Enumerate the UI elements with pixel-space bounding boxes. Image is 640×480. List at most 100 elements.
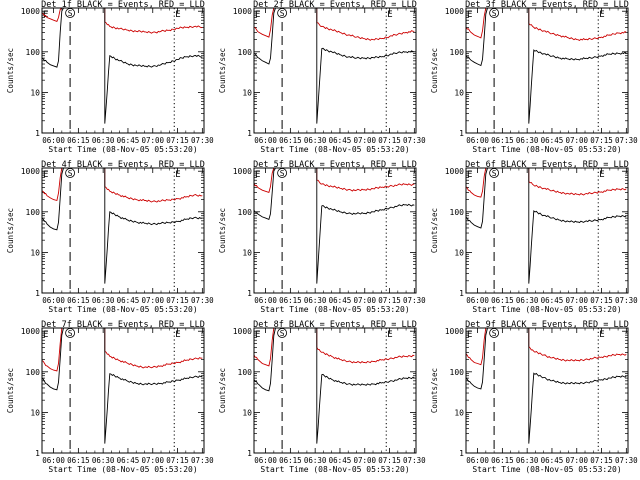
y-tick-label: 100 xyxy=(238,368,253,377)
series-events xyxy=(41,7,203,124)
y-axis-label: Counts/sec xyxy=(218,208,227,253)
x-tick-label: 06:30 xyxy=(516,296,539,305)
x-tick-label: 07:15 xyxy=(590,296,613,305)
e-marker-label: E xyxy=(599,170,604,180)
y-tick-label: 10 xyxy=(242,408,252,417)
e-marker-label: E xyxy=(175,10,180,20)
x-tick-label: 06:45 xyxy=(117,136,140,145)
s-marker-label: S xyxy=(68,329,73,338)
x-tick-label: 06:00 xyxy=(42,296,65,305)
y-tick-label: 10 xyxy=(454,88,464,97)
x-axis-label: Start Time (08-Nov-05 05:53:20) xyxy=(472,465,621,474)
x-tick-label: 06:30 xyxy=(304,296,327,305)
y-tick-label: 100 xyxy=(26,368,41,377)
x-tick-label: 07:30 xyxy=(403,456,426,465)
s-marker-label: S xyxy=(492,329,497,338)
panel-title: Det 5f BLACK = Events, RED = LLD xyxy=(253,160,417,170)
series-events xyxy=(465,327,627,444)
y-axis-label: Counts/sec xyxy=(218,48,227,93)
x-tick-label: 06:15 xyxy=(491,136,514,145)
x-axis-label: Start Time (08-Nov-05 05:53:20) xyxy=(48,305,197,314)
y-tick-label: 10 xyxy=(242,248,252,257)
panel-9: 1 10 100 1000 06:00 06:15 06:30 06:45 07:00 07:15… xyxy=(430,320,638,474)
y-tick-label: 1000 xyxy=(21,327,40,336)
y-tick-label: 100 xyxy=(26,208,41,217)
y-axis-label: Counts/sec xyxy=(218,368,227,413)
x-tick-label: 06:45 xyxy=(541,456,564,465)
x-tick-label: 06:00 xyxy=(254,296,277,305)
x-tick-label: 07:00 xyxy=(141,296,164,305)
series-events xyxy=(41,167,203,284)
panel-7: 1 10 100 1000 06:00 06:15 06:30 06:45 07:00 07:15… xyxy=(6,320,214,474)
e-marker-label: E xyxy=(467,330,472,340)
x-axis-label: Start Time (08-Nov-05 05:53:20) xyxy=(48,145,197,154)
series-events xyxy=(41,327,203,444)
e-marker-label: E xyxy=(387,10,392,20)
x-tick-label: 06:15 xyxy=(279,136,302,145)
x-tick-label: 06:45 xyxy=(329,136,352,145)
series-events xyxy=(465,167,627,284)
panel-title: Det 3f BLACK = Events, RED = LLD xyxy=(465,0,629,10)
x-tick-label: 07:00 xyxy=(565,136,588,145)
panel-4: 1 10 100 1000 06:00 06:15 06:30 06:45 07:00 07:15… xyxy=(6,160,214,314)
x-tick-label: 06:30 xyxy=(92,136,115,145)
y-tick-label: 100 xyxy=(238,208,253,217)
y-tick-label: 100 xyxy=(238,48,253,57)
series-line xyxy=(465,167,627,284)
series-line xyxy=(41,167,203,284)
y-tick-label: 1000 xyxy=(21,7,40,16)
series-line xyxy=(465,327,627,444)
y-tick-label: 100 xyxy=(450,48,465,57)
plot-frame xyxy=(41,7,205,134)
x-tick-label: 07:15 xyxy=(378,136,401,145)
panel-title: Det 2f BLACK = Events, RED = LLD xyxy=(253,0,417,10)
x-tick-label: 06:45 xyxy=(329,296,352,305)
panel-8: 1 10 100 1000 06:00 06:15 06:30 06:45 07:00 07:15… xyxy=(218,320,426,474)
y-tick-label: 1 xyxy=(247,289,252,298)
x-axis-label: Start Time (08-Nov-05 05:53:20) xyxy=(260,145,409,154)
x-tick-label: 06:30 xyxy=(304,136,327,145)
y-tick-label: 10 xyxy=(30,88,40,97)
x-axis-label: Start Time (08-Nov-05 05:53:20) xyxy=(260,465,409,474)
x-tick-label: 07:00 xyxy=(141,456,164,465)
x-tick-label: 07:15 xyxy=(378,456,401,465)
series-events xyxy=(465,7,627,124)
y-tick-label: 1000 xyxy=(233,167,252,176)
plot-frame xyxy=(253,7,417,134)
x-tick-label: 06:00 xyxy=(42,456,65,465)
series-line xyxy=(253,7,415,124)
x-tick-label: 06:00 xyxy=(466,136,489,145)
y-tick-label: 10 xyxy=(454,248,464,257)
y-tick-label: 1 xyxy=(247,129,252,138)
plot-frame xyxy=(465,327,629,454)
x-tick-label: 07:30 xyxy=(403,296,426,305)
y-tick-label: 100 xyxy=(26,48,41,57)
y-tick-label: 100 xyxy=(450,208,465,217)
y-tick-label: 1 xyxy=(459,129,464,138)
panel-title: Det 6f BLACK = Events, RED = LLD xyxy=(465,160,629,170)
s-marker-label: S xyxy=(68,169,73,178)
y-tick-label: 1000 xyxy=(233,327,252,336)
y-tick-label: 10 xyxy=(242,88,252,97)
x-tick-label: 07:00 xyxy=(565,296,588,305)
y-tick-label: 10 xyxy=(454,408,464,417)
x-tick-label: 07:15 xyxy=(166,456,189,465)
x-tick-label: 06:45 xyxy=(541,296,564,305)
e-marker-label: E xyxy=(255,170,260,180)
x-tick-label: 07:00 xyxy=(565,456,588,465)
y-tick-label: 1000 xyxy=(21,167,40,176)
x-tick-label: 07:30 xyxy=(615,296,638,305)
e-marker-label: E xyxy=(255,10,260,20)
x-tick-label: 06:15 xyxy=(491,456,514,465)
x-tick-label: 07:30 xyxy=(191,296,214,305)
x-tick-label: 06:15 xyxy=(67,296,90,305)
y-axis-label: Counts/sec xyxy=(6,208,15,253)
series-events xyxy=(253,7,415,124)
x-tick-label: 06:15 xyxy=(67,456,90,465)
x-tick-label: 06:00 xyxy=(466,296,489,305)
y-tick-label: 1000 xyxy=(445,327,464,336)
plot-frame xyxy=(465,167,629,294)
x-tick-label: 07:30 xyxy=(615,136,638,145)
y-axis-label: Counts/sec xyxy=(430,48,439,93)
